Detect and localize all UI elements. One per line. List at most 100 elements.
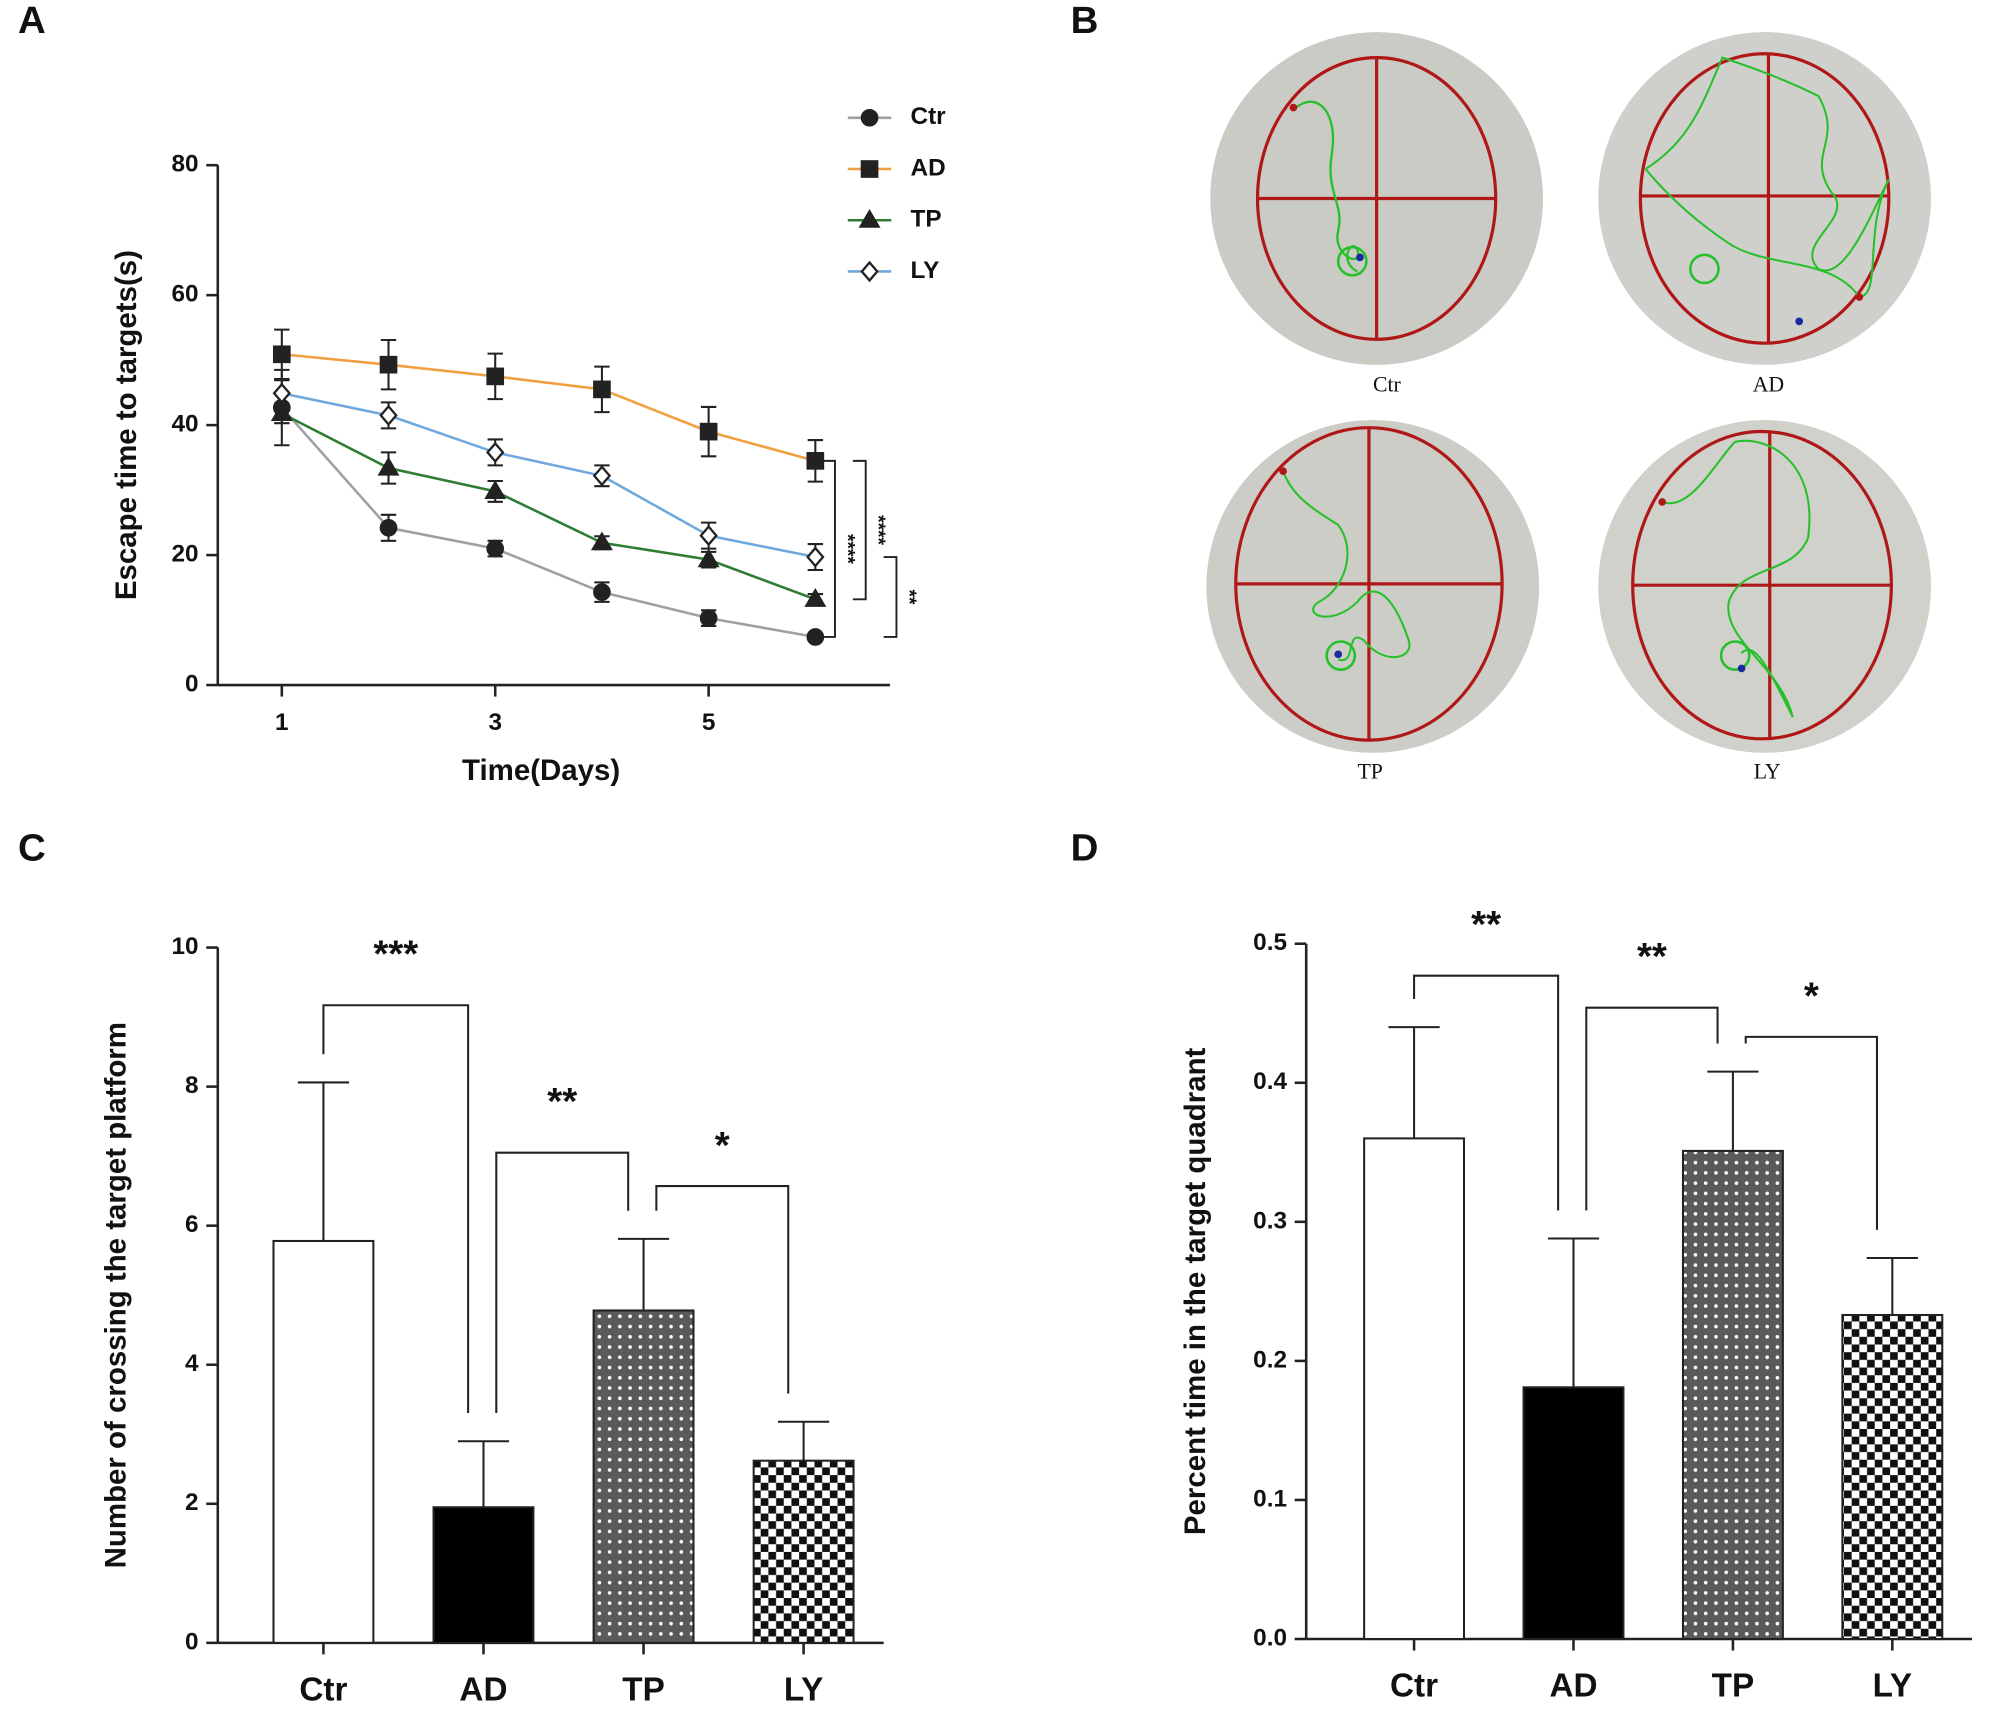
series-line	[281, 412, 816, 601]
significance-label: ****	[867, 515, 888, 545]
series-line	[281, 392, 816, 559]
error-bar	[1866, 1256, 1918, 1316]
significance-bracket	[1413, 974, 1560, 1211]
y-tick-label: 0	[185, 1628, 199, 1655]
y-tick-label: 0.1	[1253, 1485, 1287, 1512]
y-tick-label: 0.4	[1253, 1068, 1287, 1095]
significance-label: ***	[373, 933, 418, 976]
x-tick-label: 1	[275, 709, 289, 736]
maze-label: LY	[1754, 759, 1781, 783]
y-tick-label: 0	[185, 670, 199, 697]
maze-image	[1206, 419, 1540, 753]
x-tick-label: LY	[1873, 1667, 1912, 1704]
marker	[272, 382, 292, 405]
marker	[593, 583, 611, 601]
maze-label: AD	[1753, 373, 1784, 397]
error-bar	[1707, 1070, 1759, 1151]
marker	[804, 588, 827, 607]
marker	[699, 609, 718, 627]
x-tick-label: TP	[1712, 1667, 1755, 1704]
maze-image	[1598, 32, 1932, 365]
significance-label: **	[547, 1080, 577, 1123]
marker	[379, 355, 398, 374]
error-bar	[617, 1237, 670, 1311]
marker	[806, 628, 825, 646]
marker	[270, 402, 293, 421]
x-tick-label: Ctr	[1390, 1667, 1438, 1704]
legend-marker	[860, 160, 879, 178]
marker	[593, 380, 611, 399]
significance-bracket	[655, 1185, 790, 1394]
y-tick-label: 20	[172, 541, 199, 568]
y-axis-title: Escape time to targets(s)	[110, 250, 143, 600]
y-tick-label: 2	[185, 1489, 199, 1516]
marker	[592, 465, 612, 487]
series-line	[280, 406, 816, 639]
maze-image	[1598, 419, 1932, 753]
maze-label: TP	[1358, 759, 1383, 783]
y-tick-label: 6	[185, 1211, 199, 1238]
significance-label: *	[715, 1124, 730, 1167]
legend-marker	[858, 208, 881, 228]
significance-label: **	[1471, 903, 1501, 946]
significance-bracket	[1744, 1035, 1878, 1230]
marker	[486, 367, 505, 386]
bar	[272, 1239, 375, 1644]
panel-label: B	[1071, 0, 1099, 42]
significance-bracket	[322, 1004, 470, 1414]
marker	[590, 531, 613, 551]
marker	[379, 404, 398, 427]
legend-label: Ctr	[911, 103, 947, 130]
significance-bracket	[1585, 1006, 1719, 1211]
error-bar	[297, 1081, 350, 1241]
error-bar	[1388, 1026, 1440, 1139]
marker	[486, 539, 505, 558]
marker	[806, 546, 825, 568]
panel-label: C	[18, 826, 46, 869]
marker	[484, 480, 507, 499]
bar	[1681, 1149, 1784, 1641]
y-tick-label: 8	[185, 1072, 199, 1099]
marker	[699, 524, 718, 547]
panel-label: A	[18, 0, 46, 42]
maze-label: Ctr	[1373, 373, 1402, 397]
legend-marker	[860, 260, 879, 283]
significance-label: *	[1804, 975, 1819, 1018]
panel-label: D	[1071, 826, 1099, 869]
x-tick-label: 3	[488, 709, 502, 736]
y-tick-label: 10	[172, 933, 199, 960]
y-tick-label: 80	[172, 151, 199, 178]
marker	[806, 452, 825, 470]
series-line	[281, 353, 816, 463]
marker	[379, 518, 398, 537]
x-tick-label: AD	[459, 1671, 507, 1708]
bar	[752, 1459, 855, 1644]
legend-marker	[860, 108, 879, 127]
y-axis-title: Number of crossing the target platform	[100, 1022, 133, 1568]
legend-label: AD	[911, 154, 946, 181]
maze-image	[1210, 32, 1544, 365]
significance-label: **	[898, 590, 919, 605]
error-bar	[777, 1420, 830, 1461]
significance-bracket	[822, 459, 836, 638]
legend-label: LY	[911, 257, 940, 284]
y-tick-label: 0.3	[1253, 1207, 1287, 1234]
x-tick-label: AD	[1549, 1667, 1597, 1704]
error-bar	[457, 1440, 510, 1508]
legend-label: TP	[911, 206, 942, 233]
significance-bracket	[883, 556, 898, 638]
x-tick-label: Ctr	[299, 1671, 347, 1708]
bar	[1363, 1137, 1466, 1641]
y-tick-label: 4	[185, 1350, 199, 1377]
x-tick-label: 5	[702, 709, 716, 736]
significance-bracket	[495, 1151, 630, 1414]
marker	[272, 345, 291, 364]
y-tick-label: 0.0	[1253, 1624, 1287, 1651]
marker	[697, 548, 720, 568]
y-tick-label: 0.5	[1253, 929, 1287, 956]
y-tick-label: 0.2	[1253, 1346, 1287, 1373]
y-tick-label: 60	[172, 281, 199, 308]
marker	[699, 422, 718, 441]
bar	[432, 1506, 535, 1644]
